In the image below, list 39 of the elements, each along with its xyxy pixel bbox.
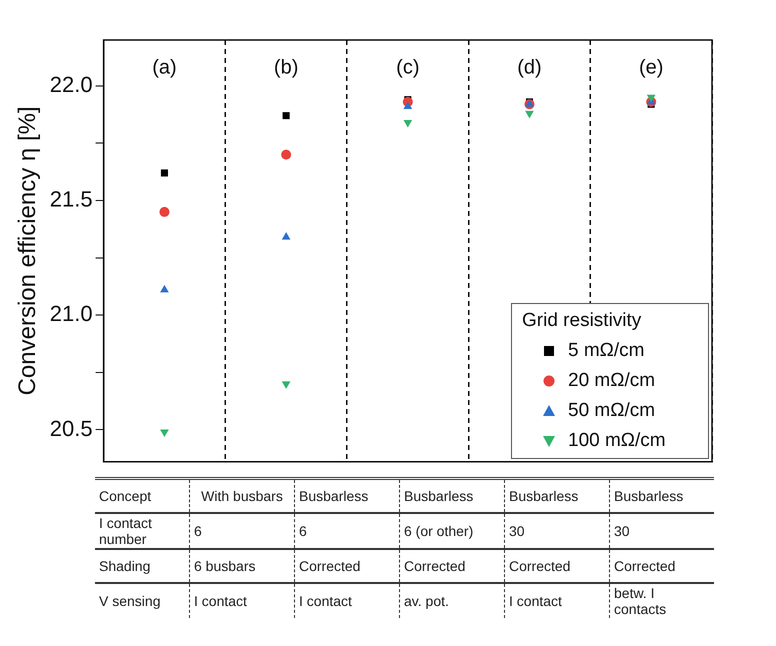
text: 6 busbars: [190, 549, 294, 583]
x-tick-label: (a): [152, 56, 177, 79]
text: Busbarless: [400, 478, 504, 513]
x-tick-label: (b): [274, 56, 298, 79]
text: Busbarless: [294, 478, 400, 513]
legend-label: 100 mΩ/cm: [568, 430, 666, 452]
x-tick-label: (e): [638, 56, 664, 79]
text: I contact: [294, 583, 400, 618]
text: I contact number: [95, 513, 190, 549]
text: 30: [504, 513, 610, 549]
text: Busbarless: [504, 478, 610, 513]
legend-title: Grid resistivity: [522, 310, 642, 332]
text: Concept: [95, 478, 190, 513]
text: Corrected: [610, 549, 714, 583]
text: av. pot.: [400, 583, 504, 618]
legend-label: 5 mΩ/cm: [568, 340, 644, 362]
text: 6: [294, 513, 400, 549]
x-tick-label: (d): [517, 56, 542, 79]
text: With busbars: [190, 478, 294, 513]
text: I contact: [190, 583, 294, 618]
x-tick-label: (c): [396, 56, 420, 79]
text: Shading: [95, 549, 190, 583]
text: V sensing: [95, 583, 190, 618]
legend-label: 20 mΩ/cm: [568, 370, 656, 392]
text: I contact: [504, 583, 610, 618]
text: Corrected: [294, 549, 400, 583]
text: 30: [610, 513, 714, 549]
text: Corrected: [504, 549, 610, 583]
text: 6: [190, 513, 294, 549]
text: betw. I contacts: [610, 583, 714, 618]
text: 6 (or other): [400, 513, 504, 549]
legend-label: 50 mΩ/cm: [568, 400, 656, 422]
text: Corrected: [400, 549, 504, 583]
y-tick-label: 22.0: [50, 72, 93, 97]
y-axis-title: Conversion efficiency η [%]: [14, 106, 42, 396]
text: Busbarless: [610, 478, 714, 513]
y-tick-label: 20.5: [50, 416, 93, 441]
y-tick-label: 21.5: [50, 186, 93, 212]
y-tick-label: 21.0: [50, 301, 93, 326]
